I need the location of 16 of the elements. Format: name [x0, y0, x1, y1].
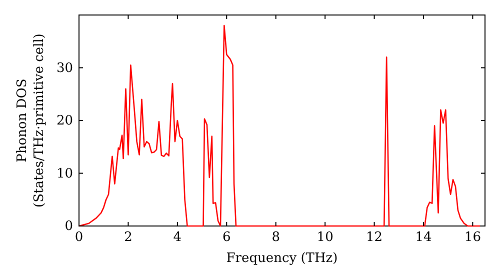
x-tick-label: 14: [415, 230, 432, 246]
y-tick-label: 20: [56, 114, 73, 129]
x-axis-title: Frequency (THz): [226, 251, 338, 266]
x-tick-label: 10: [316, 230, 334, 246]
x-tick-label: 0: [74, 230, 84, 246]
x-tick-label: 6: [222, 230, 231, 246]
x-tick-label: 4: [173, 230, 182, 246]
y-tick-label: 10: [56, 166, 73, 182]
x-tick-label: 2: [124, 230, 132, 246]
y-tick-label: 0: [64, 219, 73, 234]
line-series: [78, 24, 481, 227]
x-tick-label: 8: [272, 230, 280, 246]
x-tick-label: 16: [464, 230, 481, 246]
y-tick-label: 30: [56, 60, 73, 76]
y-axis-title: Phonon DOS (States/THz·primitive cell): [15, 33, 47, 208]
x-tick-label: 12: [366, 230, 383, 246]
